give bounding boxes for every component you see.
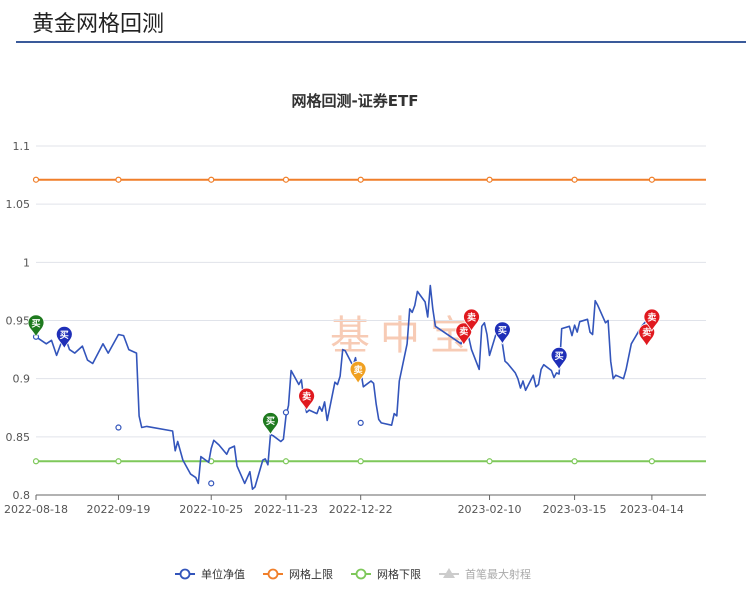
header-divider xyxy=(16,41,746,43)
sell-marker[interactable]: 卖 xyxy=(463,308,480,332)
legend-circle-icon xyxy=(267,568,279,580)
marker-pin xyxy=(550,347,568,371)
buy-marker[interactable]: 买 xyxy=(493,321,511,345)
sell-marker[interactable]: 卖 xyxy=(349,360,367,385)
marker-label: 买 xyxy=(555,351,564,362)
grid-lower-line-point xyxy=(32,458,40,465)
marker-pin xyxy=(349,360,367,385)
grid-upper-line-point xyxy=(32,176,40,183)
buy-marker[interactable]: 买 xyxy=(262,412,279,436)
marker-pin xyxy=(27,314,45,338)
series xyxy=(32,176,706,491)
x-tick-label: 2022-09-19 xyxy=(86,503,150,516)
y-tick-label: 0.95 xyxy=(6,315,31,328)
x-tick-label: 2022-11-23 xyxy=(254,503,318,516)
nav-point xyxy=(282,409,290,416)
grid-lower-line-point xyxy=(282,458,290,465)
page-title: 黄金网格回测 xyxy=(32,12,165,37)
marker-label: 买 xyxy=(31,318,40,329)
legend-circle-icon xyxy=(355,568,367,580)
legend-item[interactable]: 单位净值 xyxy=(175,567,245,581)
grid-upper-line-point xyxy=(282,176,290,183)
marker-label: 卖 xyxy=(642,327,651,339)
nav-line xyxy=(35,284,653,491)
y-tick-label: 1 xyxy=(23,256,30,269)
marker-label: 买 xyxy=(498,325,507,336)
grid-upper-line-point xyxy=(648,176,655,183)
legend-triangle-icon xyxy=(443,568,455,578)
legend-label: 首笔最大射程 xyxy=(465,567,531,581)
marker-pin xyxy=(493,321,511,345)
x-tick-label: 2022-12-22 xyxy=(329,503,393,516)
buy-marker[interactable]: 买 xyxy=(27,314,45,338)
y-tick-label: 0.8 xyxy=(13,489,31,502)
grid-lower-line-point xyxy=(648,458,655,465)
x-tick-label: 2023-04-14 xyxy=(620,503,684,516)
legend-label: 单位净值 xyxy=(201,567,245,581)
grid-lower-line-point xyxy=(486,458,493,465)
legend-label: 网格下限 xyxy=(377,567,421,581)
buy-marker[interactable]: 买 xyxy=(55,326,73,350)
sell-marker[interactable]: 卖 xyxy=(643,308,661,332)
marker-label: 买 xyxy=(266,416,275,427)
chart-title: 网格回测-证券ETF xyxy=(292,92,419,110)
grid-upper-line-point xyxy=(115,176,122,183)
marker-pin xyxy=(55,326,73,350)
axes: 0.8 0.85 0.9 0.95 1 1.05 1.1 2022-08-18 2022-09-… xyxy=(4,140,706,516)
marker-pin xyxy=(643,308,661,332)
marker-label: 卖 xyxy=(647,312,656,324)
x-tick-label: 2022-10-25 xyxy=(179,503,243,516)
legend-label: 网格上限 xyxy=(289,567,333,581)
grid-backtest-chart: 网格回测-证券ETF 基中宝 0.80.850.90.9511.051.1202… xyxy=(4,92,706,581)
y-tick-label: 0.85 xyxy=(6,431,31,444)
legend-item[interactable]: 首笔最大射程 xyxy=(439,567,531,581)
grid-lower-line-point xyxy=(571,458,578,465)
legend-item[interactable]: 网格上限 xyxy=(263,567,333,581)
grid-upper-line-point xyxy=(208,176,215,183)
nav-point xyxy=(208,480,215,487)
marker-pin xyxy=(463,308,480,332)
grid-lower-line-point xyxy=(357,458,364,465)
legend-item[interactable]: 网格下限 xyxy=(351,567,421,581)
legend-circle-icon xyxy=(179,568,191,580)
grid-upper-line-point xyxy=(486,176,493,183)
buy-marker[interactable]: 买 xyxy=(550,347,568,371)
marker-label: 卖 xyxy=(467,312,476,324)
nav-point xyxy=(357,419,364,426)
grid-upper-line-point xyxy=(571,176,578,183)
sell-marker[interactable]: 卖 xyxy=(455,322,473,346)
marker-label: 卖 xyxy=(302,391,311,403)
x-tick-label: 2023-02-10 xyxy=(458,503,522,516)
legend[interactable]: 单位净值 网格上限 网格下限 首笔最大射程 xyxy=(175,567,531,581)
marker-pin xyxy=(262,412,279,436)
page-header: 黄金网格回测 xyxy=(0,0,746,44)
gridlines xyxy=(36,145,706,438)
marker-label: 卖 xyxy=(354,364,363,376)
x-tick-label: 2022-08-18 xyxy=(4,503,68,516)
y-tick-label: 1.1 xyxy=(13,140,31,153)
nav-point xyxy=(115,424,122,431)
marker-label: 买 xyxy=(60,330,69,341)
marker-label: 卖 xyxy=(459,325,468,337)
marker-pin xyxy=(298,387,316,411)
grid-lower-line-point xyxy=(115,458,122,465)
y-tick-label: 0.9 xyxy=(13,373,31,386)
sell-marker[interactable]: 卖 xyxy=(298,387,316,411)
marker-pin xyxy=(455,322,473,346)
x-tick-label: 2023-03-15 xyxy=(543,503,607,516)
y-tick-label: 1.05 xyxy=(6,198,31,211)
grid-upper-line-point xyxy=(357,176,364,183)
